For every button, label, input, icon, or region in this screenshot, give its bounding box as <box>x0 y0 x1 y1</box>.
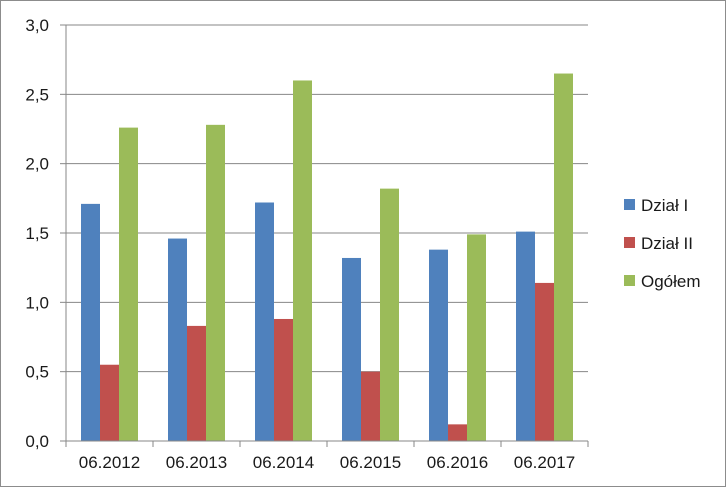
x-tick-label: 06.2013 <box>166 453 227 472</box>
bar-dział-ii-06.2014 <box>274 318 293 441</box>
legend-label: Ogółem <box>641 272 701 291</box>
bar-dział-i-06.2013 <box>168 238 187 441</box>
y-tick-label: 1,0 <box>25 293 49 312</box>
x-tick-label: 06.2017 <box>514 453 575 472</box>
x-tick-label: 06.2012 <box>79 453 140 472</box>
legend-swatch <box>624 237 635 248</box>
legend-label: Dział II <box>641 234 693 253</box>
bar-dział-i-06.2016 <box>429 249 448 441</box>
bar-dział-i-06.2015 <box>342 257 361 441</box>
legend-swatch <box>624 275 635 286</box>
gridlines <box>66 24 588 373</box>
bar-ogółem-06.2012 <box>119 127 138 441</box>
legend-label: Dział I <box>641 196 688 215</box>
bar-dział-i-06.2017 <box>516 231 535 441</box>
y-tick-label: 0,0 <box>25 432 49 451</box>
bar-dział-ii-06.2013 <box>187 325 206 441</box>
bar-ogółem-06.2017 <box>554 73 573 442</box>
x-tick-label: 06.2016 <box>427 453 488 472</box>
y-tick-label: 0,5 <box>25 363 49 382</box>
bar-dział-ii-06.2012 <box>100 364 119 441</box>
x-tick-label: 06.2014 <box>253 453 314 472</box>
axes <box>60 24 589 447</box>
y-tick-label: 2,5 <box>25 85 49 104</box>
bar-ogółem-06.2014 <box>293 80 312 441</box>
bar-dział-ii-06.2017 <box>535 282 554 441</box>
y-tick-label: 2,0 <box>25 155 49 174</box>
bar-dział-i-06.2012 <box>81 203 100 441</box>
legend-swatch <box>624 199 635 210</box>
x-tick-label: 06.2015 <box>340 453 401 472</box>
y-tick-label: 1,5 <box>25 224 49 243</box>
y-tick-label: 3,0 <box>25 16 49 35</box>
bar-dział-i-06.2014 <box>255 202 274 441</box>
bars <box>81 73 573 442</box>
bar-dział-ii-06.2016 <box>448 424 467 441</box>
x-axis-ticks: 06.2012 06.2013 06.2014 06.2015 06.2016 06.20… <box>79 453 575 472</box>
bar-ogółem-06.2016 <box>467 234 486 441</box>
legend: Dział I Dział II Ogółem <box>624 196 701 291</box>
bar-ogółem-06.2013 <box>206 124 225 441</box>
bar-dział-ii-06.2015 <box>361 371 380 441</box>
bar-ogółem-06.2015 <box>380 188 399 441</box>
y-axis-ticks: 0,0 0,5 1,0 1,5 2,0 2,5 3,0 <box>25 16 49 451</box>
